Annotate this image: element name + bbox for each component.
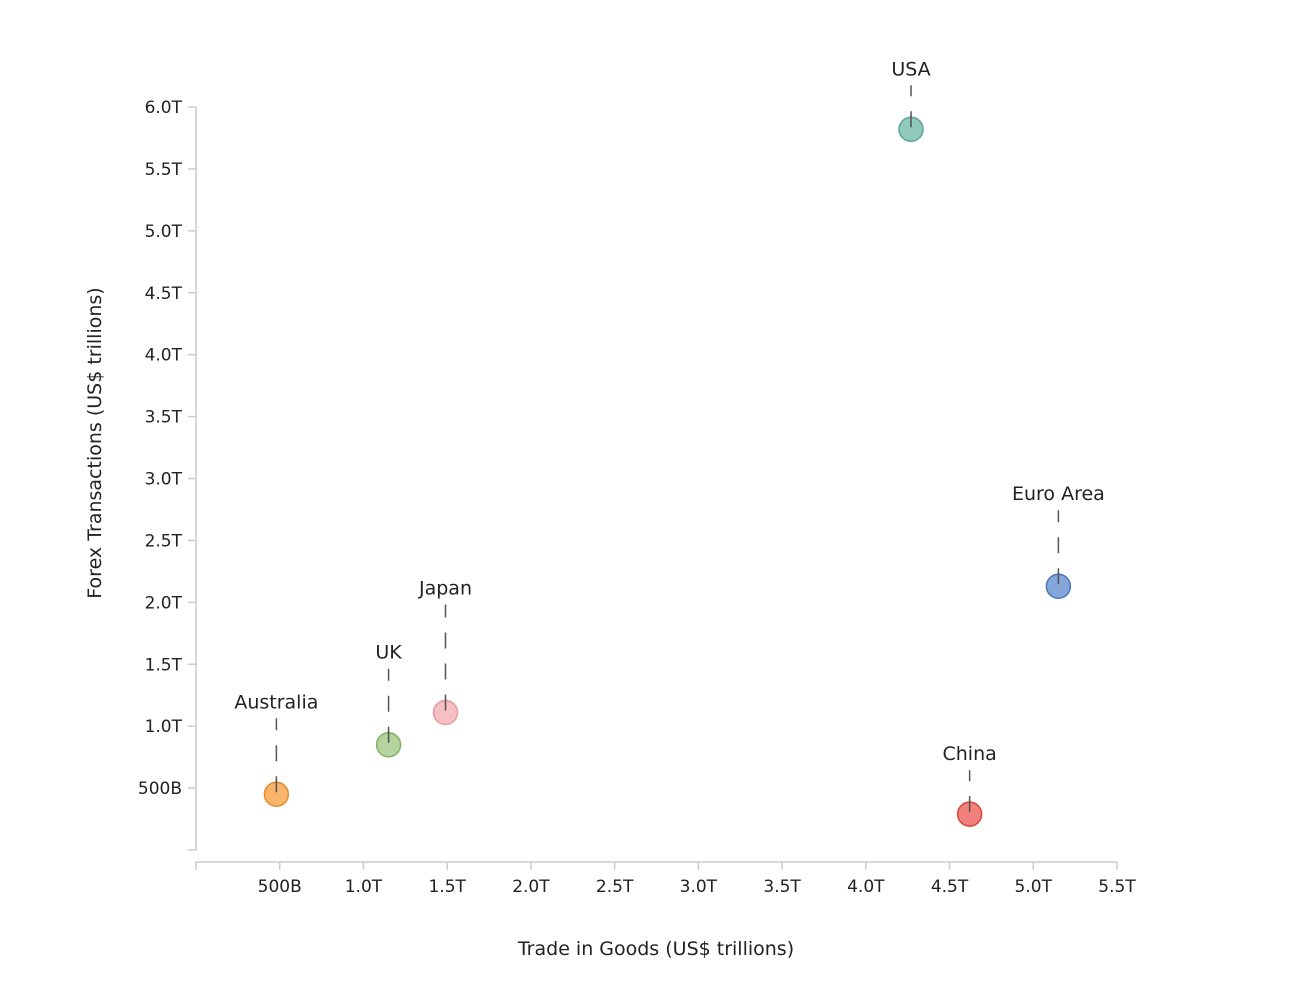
x-tick-label: 3.5T	[763, 877, 801, 897]
x-tick-label: 500B	[258, 877, 302, 897]
y-tick-label: 500B	[138, 779, 182, 799]
point-label: China	[942, 743, 996, 765]
point-group: Japan	[418, 578, 472, 726]
x-tick-label: 1.0T	[345, 877, 383, 897]
x-axis: 500B 1.0T 1.5T 2.0T 2.5T 3.0T 3.5T 4.0T 4.5T 5.0T…	[195, 861, 1136, 897]
y-tick-label: 4.5T	[145, 284, 183, 304]
y-axis-title: Forex Transactions (US$ trillions)	[84, 287, 106, 598]
y-tick-label: 5.0T	[145, 222, 183, 242]
y-tick-label: 5.5T	[145, 160, 183, 180]
point-label: Euro Area	[1012, 483, 1105, 505]
data-marks: USA Euro Area Japan UK Australia China	[234, 58, 1105, 827]
x-tick-label: 4.0T	[847, 877, 885, 897]
point-group: Australia	[234, 691, 318, 808]
x-tick-label: 2.5T	[596, 877, 634, 897]
point-label: UK	[375, 642, 402, 664]
point-label: Japan	[418, 578, 472, 600]
y-tick-label: 2.5T	[145, 531, 183, 551]
point-group: Euro Area	[1012, 483, 1105, 599]
point-group: UK	[375, 642, 402, 758]
y-tick-label: 6.0T	[145, 98, 183, 118]
x-tick-label: 5.0T	[1015, 877, 1053, 897]
y-tick-label: 4.0T	[145, 346, 183, 366]
x-tick-label: 1.5T	[428, 877, 466, 897]
y-tick-label: 1.0T	[145, 717, 183, 737]
point-group: China	[942, 743, 997, 827]
x-tick-label: 2.0T	[512, 877, 550, 897]
point-group: USA	[891, 58, 931, 143]
point-label: Australia	[234, 691, 318, 713]
y-axis: 500B 1.0T 1.5T 2.0T 2.5T 3.0T 3.5T 4.0T 4.5T 5.0T…	[138, 98, 197, 851]
y-tick-label: 3.0T	[145, 470, 183, 490]
x-tick-label: 3.0T	[680, 877, 718, 897]
x-axis-title: Trade in Goods (US$ trillions)	[517, 938, 794, 960]
x-tick-label: 5.5T	[1098, 877, 1136, 897]
y-tick-label: 1.5T	[145, 655, 183, 675]
point-label: USA	[891, 58, 930, 80]
y-tick-label: 3.5T	[145, 408, 183, 428]
y-tick-label: 2.0T	[145, 593, 183, 613]
x-tick-label: 4.5T	[931, 877, 969, 897]
